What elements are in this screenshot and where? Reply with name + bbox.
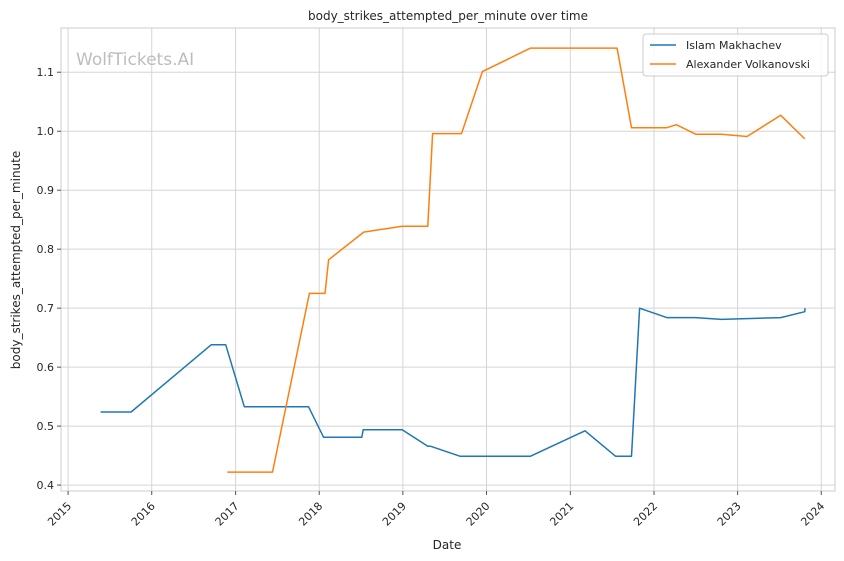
legend-box <box>642 33 829 77</box>
chart-title: body_strikes_attempted_per_minute over t… <box>308 9 588 23</box>
x-tick-label: 2015 <box>45 500 74 529</box>
series-lines <box>100 47 806 473</box>
gridlines <box>61 28 835 491</box>
series-line-1 <box>227 47 806 473</box>
x-tick-label: 2020 <box>464 500 493 529</box>
y-tick-label: 0.5 <box>37 420 55 433</box>
x-tick-label: 2017 <box>213 500 242 529</box>
y-tick-label: 0.9 <box>37 184 55 197</box>
x-tick-label: 2024 <box>798 500 827 529</box>
y-tick-label: 0.4 <box>37 479 55 492</box>
y-tick-label: 0.6 <box>37 361 55 374</box>
x-axis: 2015 2016 2017 2018 2019 2020 2021 2022 2023 2024 <box>45 491 827 529</box>
x-tick-label: 2023 <box>715 500 744 529</box>
y-axis-label: body_strikes_attempted_per_minute <box>9 151 23 369</box>
y-tick-label: 0.7 <box>37 302 55 315</box>
legend-label-1: Alexander Volkanovski <box>686 58 810 71</box>
x-tick-label: 2021 <box>547 500 576 529</box>
y-tick-label: 1.1 <box>37 66 55 79</box>
x-tick-label: 2019 <box>380 500 409 529</box>
x-tick-label: 2018 <box>296 500 325 529</box>
x-axis-label: Date <box>433 538 462 552</box>
series-line-0 <box>100 307 806 457</box>
y-axis: 0.4 0.5 0.6 0.7 0.8 0.9 1.0 1.1 <box>37 66 61 492</box>
y-tick-label: 1.0 <box>37 125 55 138</box>
y-tick-label: 0.8 <box>37 243 55 256</box>
plot-frame <box>60 27 836 492</box>
watermark: WolfTickets.AI <box>76 50 194 70</box>
legend-label-0: Islam Makhachev <box>686 39 782 52</box>
x-tick-label: 2016 <box>129 500 158 529</box>
x-tick-label: 2022 <box>631 500 660 529</box>
legend: Islam Makhachev Alexander Volkanovski <box>642 33 829 77</box>
